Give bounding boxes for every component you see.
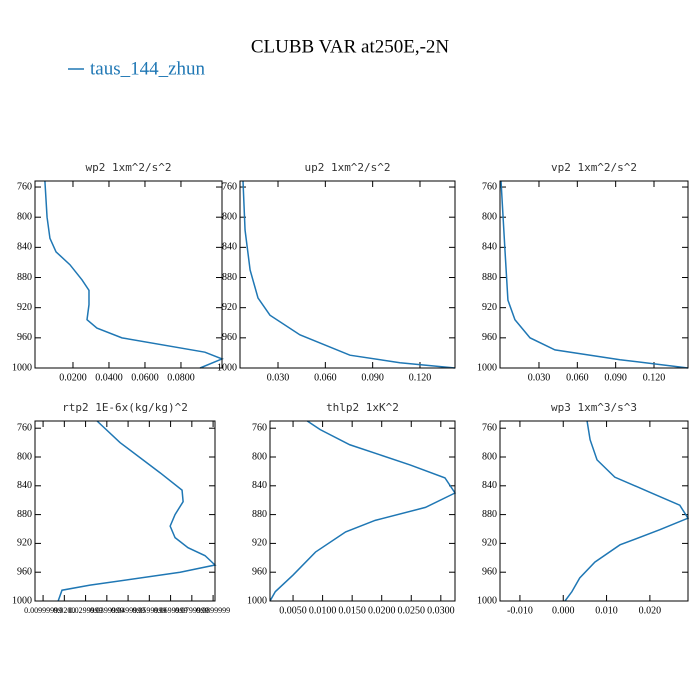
x-tick-label: 0.030 [267,372,290,383]
x-tick-label: 0.0499999 [111,606,145,615]
y-tick-label: 840 [482,242,497,253]
x-tick-label: 0.0699999 [154,606,188,615]
profile-line [269,420,457,602]
profile-line [44,180,225,369]
x-tick-label: 0.090 [604,372,627,383]
plot-frame [34,420,216,602]
x-tick-label: 0.000 [552,605,575,616]
profile-line [564,420,690,602]
x-tick-label: 0.0299999 [69,606,103,615]
y-tick-label: 880 [222,272,237,283]
x-tick-label: 0.0150 [338,605,366,616]
y-tick-label: 1000 [247,595,267,606]
y-tick-label: 920 [482,302,497,313]
x-tick-label: 0.0400 [95,372,123,383]
panel-title: wp3 1xm^3/s^3 [551,401,637,414]
y-tick-label: 880 [482,272,497,283]
y-tick-label: 960 [482,332,497,343]
x-tick-label: 0.00999999 [24,606,62,615]
x-tick-label: 0.0899999 [196,606,230,615]
plot-frame [269,420,456,602]
y-tick-label: 840 [17,480,32,491]
x-tick-label: 0.0800 [167,372,195,383]
profile-line [500,180,689,369]
y-tick-label: 1000 [477,595,497,606]
y-tick-label: 840 [17,242,32,253]
y-tick-label: 800 [482,211,497,222]
y-tick-label: 800 [17,451,32,462]
y-tick-label: 920 [482,538,497,549]
x-tick-label: 0.0200 [59,372,87,383]
y-tick-label: 800 [17,211,32,222]
x-tick-label: 0.0050 [279,605,307,616]
y-tick-label: 960 [222,332,237,343]
y-tick-label: 760 [252,422,267,433]
y-tick-label: 880 [17,509,32,520]
x-tick-label: 0.120 [409,372,432,383]
y-tick-label: 760 [482,422,497,433]
y-tick-label: 840 [482,480,497,491]
y-tick-label: 880 [252,509,267,520]
x-tick-label: 0.030 [528,372,551,383]
x-tick-label: 0.090 [361,372,384,383]
figure-title: CLUBB VAR at250E,-2N [251,36,450,57]
x-tick-label: 0.060 [566,372,589,383]
y-tick-label: 800 [222,211,237,222]
y-tick-label: 880 [17,272,32,283]
x-tick-label: 0.0250 [398,605,426,616]
y-tick-label: 1000 [217,362,237,373]
panel-title: vp2 1xm^2/s^2 [551,161,637,174]
y-tick-label: 920 [222,302,237,313]
panel-title: wp2 1xm^2/s^2 [85,161,171,174]
y-tick-label: 920 [17,538,32,549]
y-tick-label: 1000 [477,362,497,373]
x-tick-label: 0.0100 [309,605,337,616]
x-tick-label: 0.0200 [53,606,75,615]
y-tick-label: 960 [252,566,267,577]
panel-title: thlp2 1xK^2 [326,401,399,414]
y-tick-label: 1000 [12,362,32,373]
panel-title: rtp2 1E-6x(kg/kg)^2 [62,401,188,414]
profile-line [57,420,217,602]
x-tick-label: 0.0599999 [132,606,166,615]
panel-title: up2 1xm^2/s^2 [304,161,390,174]
plot-frame [239,180,456,369]
y-tick-label: 960 [17,332,32,343]
y-tick-label: 760 [17,422,32,433]
y-tick-label: 920 [17,302,32,313]
x-tick-label: -0.010 [507,605,533,616]
y-tick-label: 840 [222,242,237,253]
plot-frame [34,180,223,369]
y-tick-label: 1000 [12,595,32,606]
x-tick-label: 0.010 [595,605,618,616]
x-tick-label: 0.0300 [427,605,455,616]
y-tick-label: 800 [252,451,267,462]
x-tick-label: 0.060 [314,372,337,383]
x-tick-label: 0.0200 [368,605,396,616]
y-tick-label: 920 [252,538,267,549]
plot-frame [499,180,689,369]
x-tick-label: 0.0600 [131,372,159,383]
y-tick-label: 840 [252,480,267,491]
plot-frame [499,420,689,602]
x-tick-label: 0.0399999 [90,606,124,615]
profile-line [242,180,456,369]
y-tick-label: 760 [222,181,237,192]
x-tick-label: 0.120 [643,372,666,383]
y-tick-label: 880 [482,509,497,520]
y-tick-label: 760 [482,181,497,192]
x-tick-label: 0.020 [639,605,662,616]
x-tick-label: 0.0799999 [175,606,209,615]
y-tick-label: 960 [17,566,32,577]
y-tick-label: 960 [482,566,497,577]
y-tick-label: 760 [17,181,32,192]
y-tick-label: 800 [482,451,497,462]
legend-label: taus_144_zhun [90,58,206,79]
